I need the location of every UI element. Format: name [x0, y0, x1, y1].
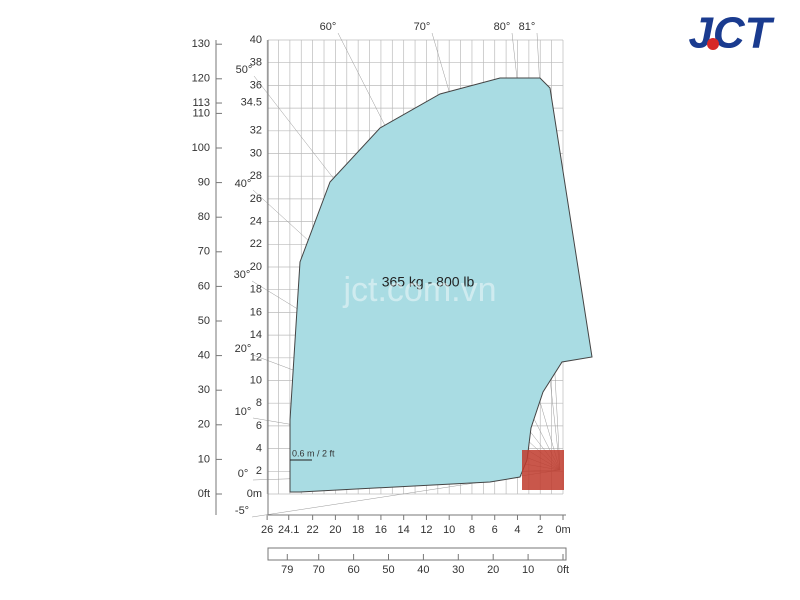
angle-label: -5° — [235, 505, 249, 517]
feet-label: 40 — [198, 350, 210, 362]
machine — [522, 450, 564, 490]
feet-label: 30 — [198, 384, 210, 396]
bottom-meter-label: 4 — [514, 524, 520, 536]
feet-label: 120 — [192, 73, 210, 85]
bottom-feet-label: 70 — [313, 564, 325, 576]
feet-label: 100 — [192, 142, 210, 154]
angle-label: 80° — [494, 21, 511, 33]
meter-label: 16 — [250, 306, 262, 318]
feet-label: 80 — [198, 211, 210, 223]
feet-label: 10 — [198, 453, 210, 465]
meter-label: 18 — [250, 284, 262, 296]
bottom-meter-label: 2 — [537, 524, 543, 536]
watermark: jct.com.vn — [342, 271, 496, 309]
angle-label: 10° — [235, 406, 252, 418]
bottom-meter-label: 26 — [261, 524, 273, 536]
logo: JCT — [688, 9, 774, 58]
bottom-feet-label: 79 — [281, 564, 293, 576]
feet-label: 110 — [192, 107, 210, 119]
bottom-feet-label: 20 — [487, 564, 499, 576]
meter-label: 10 — [250, 374, 262, 386]
bottom-meter-label: 14 — [398, 524, 410, 536]
meter-label: 36 — [250, 79, 262, 91]
bottom-feet-label: 0ft — [557, 564, 569, 576]
bottom-feet-label: 60 — [347, 564, 359, 576]
meter-label: 22 — [250, 238, 262, 250]
logo-dot — [707, 38, 719, 50]
bottom-meter-label: 10 — [443, 524, 455, 536]
angle-label: 70° — [414, 21, 431, 33]
feet-label: 130 — [192, 38, 210, 50]
bottom-meter-label: 16 — [375, 524, 387, 536]
angle-label: 60° — [320, 21, 337, 33]
angle-label: 20° — [235, 343, 252, 355]
meter-label: 6 — [256, 420, 262, 432]
bottom-meter-label: 24.1 — [278, 524, 299, 536]
meter-label: 26 — [250, 193, 262, 205]
meter-label: 28 — [250, 170, 262, 182]
meter-label: 20 — [250, 261, 262, 273]
working-envelope — [289, 77, 593, 493]
meter-label: 38 — [250, 57, 262, 69]
meter-label: 24 — [250, 216, 262, 228]
meter-label: 14 — [250, 329, 262, 341]
angle-label: 30° — [234, 269, 251, 281]
meter-label: 0m — [247, 488, 262, 500]
bottom-meter-label: 8 — [469, 524, 475, 536]
load-label: 365 kg - 800 lb — [382, 274, 475, 290]
bottom-feet-axis — [267, 547, 567, 561]
feet-label: 90 — [198, 177, 210, 189]
bottom-meter-label: 18 — [352, 524, 364, 536]
meter-label: 4 — [256, 443, 262, 455]
meter-label: 32 — [250, 125, 262, 137]
feet-label: 70 — [198, 246, 210, 258]
meter-label: 30 — [250, 147, 262, 159]
meter-label: 34.5 — [241, 96, 262, 108]
bottom-feet-label: 40 — [417, 564, 429, 576]
bottom-feet-label: 10 — [522, 564, 534, 576]
angle-label: 81° — [519, 21, 536, 33]
bottom-meter-label: 20 — [329, 524, 341, 536]
bottom-meter-label: 6 — [492, 524, 498, 536]
bottom-meter-label: 0m — [555, 524, 570, 536]
angle-label: 50° — [236, 64, 253, 76]
angle-label: 0° — [238, 468, 249, 480]
meter-label: 40 — [250, 34, 262, 46]
bottom-meter-label: 22 — [307, 524, 319, 536]
angle-label: 40° — [235, 178, 252, 190]
feet-label: 50 — [198, 315, 210, 327]
feet-label: 60 — [198, 280, 210, 292]
feet-label: 20 — [198, 419, 210, 431]
bottom-meter-label: 12 — [420, 524, 432, 536]
feet-label: 113 — [192, 97, 210, 109]
meter-label: 2 — [256, 465, 262, 477]
dimension-label: 0.6 m / 2 ft — [292, 448, 335, 458]
bottom-feet-label: 30 — [452, 564, 464, 576]
meter-label: 8 — [256, 397, 262, 409]
meter-label: 12 — [250, 352, 262, 364]
bottom-feet-label: 50 — [382, 564, 394, 576]
feet-label: 0ft — [198, 488, 210, 500]
